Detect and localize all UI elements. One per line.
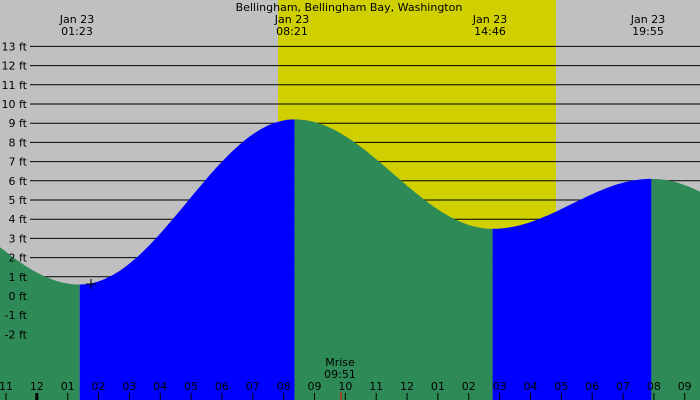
x-tick-label: 05: [184, 380, 198, 393]
x-tick-label: 03: [122, 380, 136, 393]
event-date: Jan 23: [59, 13, 94, 26]
x-tick-label: 12: [400, 380, 414, 393]
event-time: 19:55: [632, 25, 664, 38]
x-tick-label: 03: [493, 380, 507, 393]
y-tick-label: 9 ft: [9, 117, 28, 130]
x-tick-label: 02: [92, 380, 106, 393]
event-time: 08:21: [276, 25, 308, 38]
x-tick-label: 08: [277, 380, 291, 393]
x-tick-label: 08: [647, 380, 661, 393]
y-tick-label: 3 ft: [9, 232, 28, 245]
x-tick-label: 11: [0, 380, 13, 393]
x-tick-label: 09: [678, 380, 692, 393]
moonrise-label: Mrise 09:51: [324, 356, 356, 381]
y-tick-label: -2 ft: [5, 328, 28, 341]
y-tick-label: 8 ft: [9, 136, 28, 149]
y-tick-label: 5 ft: [9, 194, 28, 207]
x-tick-label: 04: [523, 380, 537, 393]
y-tick-label: 10 ft: [2, 98, 28, 111]
y-tick-label: 7 ft: [9, 156, 28, 169]
falling-tide-area: [294, 119, 493, 400]
x-tick-label: 01: [431, 380, 445, 393]
rising-tide-area: [79, 119, 295, 400]
x-tick-label: 10: [338, 380, 352, 393]
falling-tide-area: [651, 178, 700, 400]
x-tick-label: 01: [61, 380, 75, 393]
x-tick-label: 02: [462, 380, 476, 393]
x-tick-label: 07: [616, 380, 630, 393]
x-tick-label: 09: [308, 380, 322, 393]
rising-tide-area: [492, 178, 652, 400]
moonrise-title: Mrise: [325, 356, 355, 369]
y-tick-label: 4 ft: [9, 213, 28, 226]
y-tick-label: 2 ft: [9, 252, 28, 265]
y-axis-labels: 13 ft 12 ft 11 ft 10 ft 9 ft 8 ft 7 ft 6 ft 5 ft…: [2, 40, 28, 341]
x-tick-label: 07: [246, 380, 260, 393]
event-date: Jan 23: [274, 13, 309, 26]
x-tick-label: 06: [215, 380, 229, 393]
y-tick-label: 11 ft: [2, 79, 28, 92]
x-tick-label: 05: [554, 380, 568, 393]
tide-area: [0, 119, 700, 400]
moonrise-time: 09:51: [324, 368, 356, 381]
x-axis-labels: 11 12 01 02 03 04 05 06 07 08 09 10 11 12 01 02 03 04 05 06…: [0, 380, 692, 400]
event-time: 14:46: [474, 25, 506, 38]
y-tick-label: 0 ft: [9, 290, 28, 303]
event-date: Jan 23: [630, 13, 665, 26]
event-time: 01:23: [61, 25, 93, 38]
y-tick-label: -1 ft: [5, 309, 28, 322]
chart-title: Bellingham, Bellingham Bay, Washington: [236, 1, 463, 14]
x-tick-label: 12: [30, 380, 44, 393]
y-tick-label: 12 ft: [2, 60, 28, 73]
y-tick-label: 6 ft: [9, 175, 28, 188]
falling-tide-area: [0, 247, 80, 400]
y-tick-label: 1 ft: [9, 271, 28, 284]
x-tick-label: 06: [585, 380, 599, 393]
y-tick-label: 13 ft: [2, 40, 28, 53]
event-date: Jan 23: [472, 13, 507, 26]
x-tick-label: 11: [369, 380, 383, 393]
x-tick-label: 04: [153, 380, 167, 393]
